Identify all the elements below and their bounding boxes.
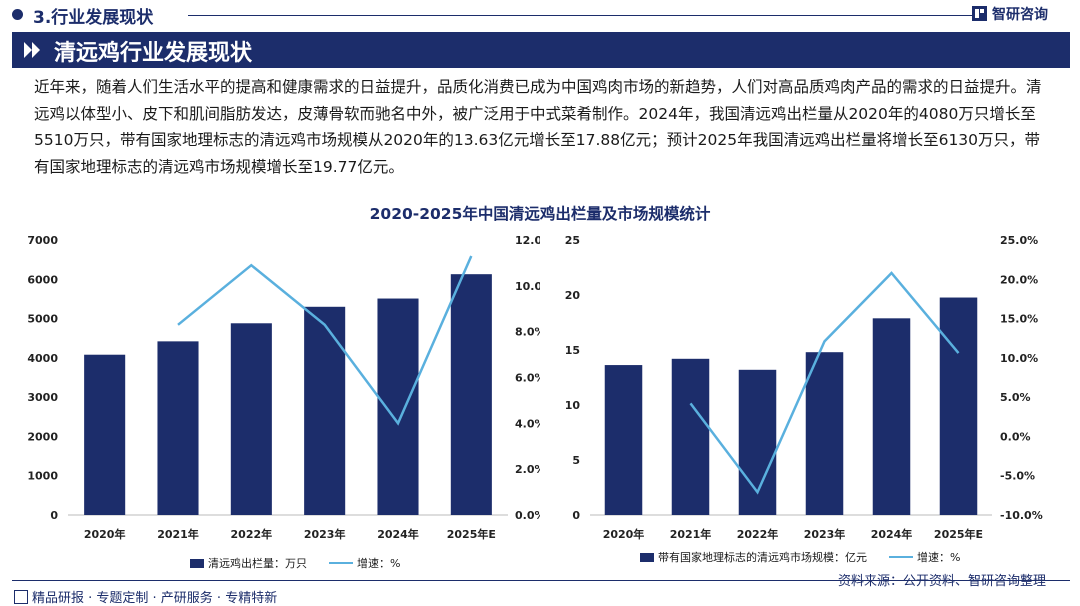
growth-line (689, 271, 960, 495)
source-note: 资料来源：公开资料、智研咨询整理 (837, 574, 1046, 589)
header-divider (188, 15, 978, 16)
footer-tagline-text: 精品研报 · 专题定制 · 产研服务 · 专精特新 (32, 591, 278, 606)
bar (805, 352, 844, 515)
x-tick-label: 2023年 (304, 527, 346, 541)
legend-line-swatch (889, 556, 913, 558)
legend-bar-swatch (640, 553, 654, 562)
legend-bar-label: 清远鸡出栏量：万只 (208, 557, 307, 570)
bar (872, 318, 911, 515)
x-tick-label: 2020年 (603, 527, 645, 541)
y-left-tick-label: 5000 (27, 313, 58, 326)
bar (230, 323, 272, 515)
bar (450, 274, 492, 515)
x-tick-label: 2025年E (934, 527, 983, 541)
bar (671, 358, 710, 515)
legend-right: 带有国家地理标志的清远鸡市场规模：亿元 增速：% (640, 549, 960, 565)
x-tick-label: 2023年 (804, 527, 846, 541)
chart-market-size: 0 5 10 15 20 25 -10.0% -5.0% 0.0% 5.0% 10.0% 15.0% 2… (565, 234, 1043, 541)
y-right-tick-label: 0.0% (515, 509, 540, 522)
y-right-tick-label: 6.0% (515, 372, 540, 385)
top-bar: 3.行业发展现状 智研咨询 (0, 0, 1080, 30)
section-title: 3.行业发展现状 (33, 8, 154, 28)
y-right-tick-label: 0.0% (1000, 430, 1031, 443)
x-tick-label: 2021年 (157, 527, 199, 541)
brand-name: 智研咨询 (992, 7, 1048, 23)
footer-tagline: 精品研报 · 专题定制 · 产研服务 · 专精特新 (14, 587, 277, 606)
y-right-tick-label: -5.0% (1000, 470, 1035, 483)
bar (604, 365, 643, 515)
y-left-tick-label: 1000 (27, 470, 58, 483)
y-left-tick-label: 20 (565, 289, 581, 302)
footer-divider (12, 580, 1070, 581)
y-left-tick-label: 7000 (27, 234, 58, 247)
x-tick-label: 2025年E (447, 527, 496, 541)
bar (377, 298, 419, 515)
y-right-tick-label: 2.0% (515, 463, 540, 476)
bar (939, 297, 978, 515)
chart-output-volume: 0 1000 2000 3000 4000 5000 6000 7000 0.0% 2.0% 4.0… (27, 234, 540, 541)
bar (84, 354, 126, 515)
x-tick-label: 2024年 (377, 527, 419, 541)
legend-bar-label: 带有国家地理标志的清远鸡市场规模：亿元 (658, 551, 867, 564)
legend-line-label: 增速：% (357, 557, 401, 570)
y-left-tick-label: 0 (572, 509, 580, 522)
y-right-tick-label: 12.0% (515, 234, 540, 247)
chart-title: 2020-2025年中国清远鸡出栏量及市场规模统计 (369, 205, 711, 223)
legend-left: 清远鸡出栏量：万只 增速：% (190, 555, 400, 571)
growth-line (177, 255, 473, 426)
y-left-tick-label: 2000 (27, 430, 58, 443)
x-tick-label: 2020年 (84, 527, 126, 541)
y-right-tick-label: 5.0% (1000, 391, 1031, 404)
y-right-tick-label: 20.0% (1000, 273, 1038, 286)
y-left-tick-label: 15 (565, 344, 580, 357)
x-tick-label: 2024年 (871, 527, 913, 541)
bullet-icon (12, 9, 23, 20)
bar (157, 341, 199, 515)
legend-line-swatch (329, 562, 353, 564)
x-tick-label: 2021年 (670, 527, 712, 541)
y-right-tick-label: 10.0% (515, 280, 540, 293)
report-icon (14, 590, 28, 604)
bar (304, 306, 346, 515)
intro-paragraph: 近年来，随着人们生活水平的提高和健康需求的日益提升，品质化消费已成为中国鸡肉市场… (34, 78, 1042, 176)
legend-bar-swatch (190, 559, 204, 568)
banner-title: 清远鸡行业发展现状 (54, 41, 253, 66)
title-banner: 清远鸡行业发展现状 (12, 32, 1070, 68)
y-right-tick-label: 10.0% (1000, 352, 1038, 365)
y-right-tick-label: 8.0% (515, 326, 540, 339)
y-left-tick-label: 0 (50, 509, 58, 522)
brand-logo-icon (972, 6, 987, 21)
y-left-tick-label: 6000 (27, 273, 58, 286)
y-right-tick-label: 4.0% (515, 417, 540, 430)
x-tick-label: 2022年 (231, 527, 273, 541)
y-left-tick-label: 3000 (27, 391, 58, 404)
y-right-tick-label: 25.0% (1000, 234, 1038, 247)
double-chevron-icon (24, 42, 40, 58)
y-left-tick-label: 4000 (27, 352, 58, 365)
y-right-tick-label: -10.0% (1000, 509, 1043, 522)
y-left-tick-label: 5 (572, 454, 580, 467)
y-left-tick-label: 25 (565, 234, 580, 247)
y-right-tick-label: 15.0% (1000, 313, 1038, 326)
x-tick-label: 2022年 (737, 527, 779, 541)
legend-line-label: 增速：% (917, 551, 961, 564)
y-left-tick-label: 10 (565, 399, 581, 412)
